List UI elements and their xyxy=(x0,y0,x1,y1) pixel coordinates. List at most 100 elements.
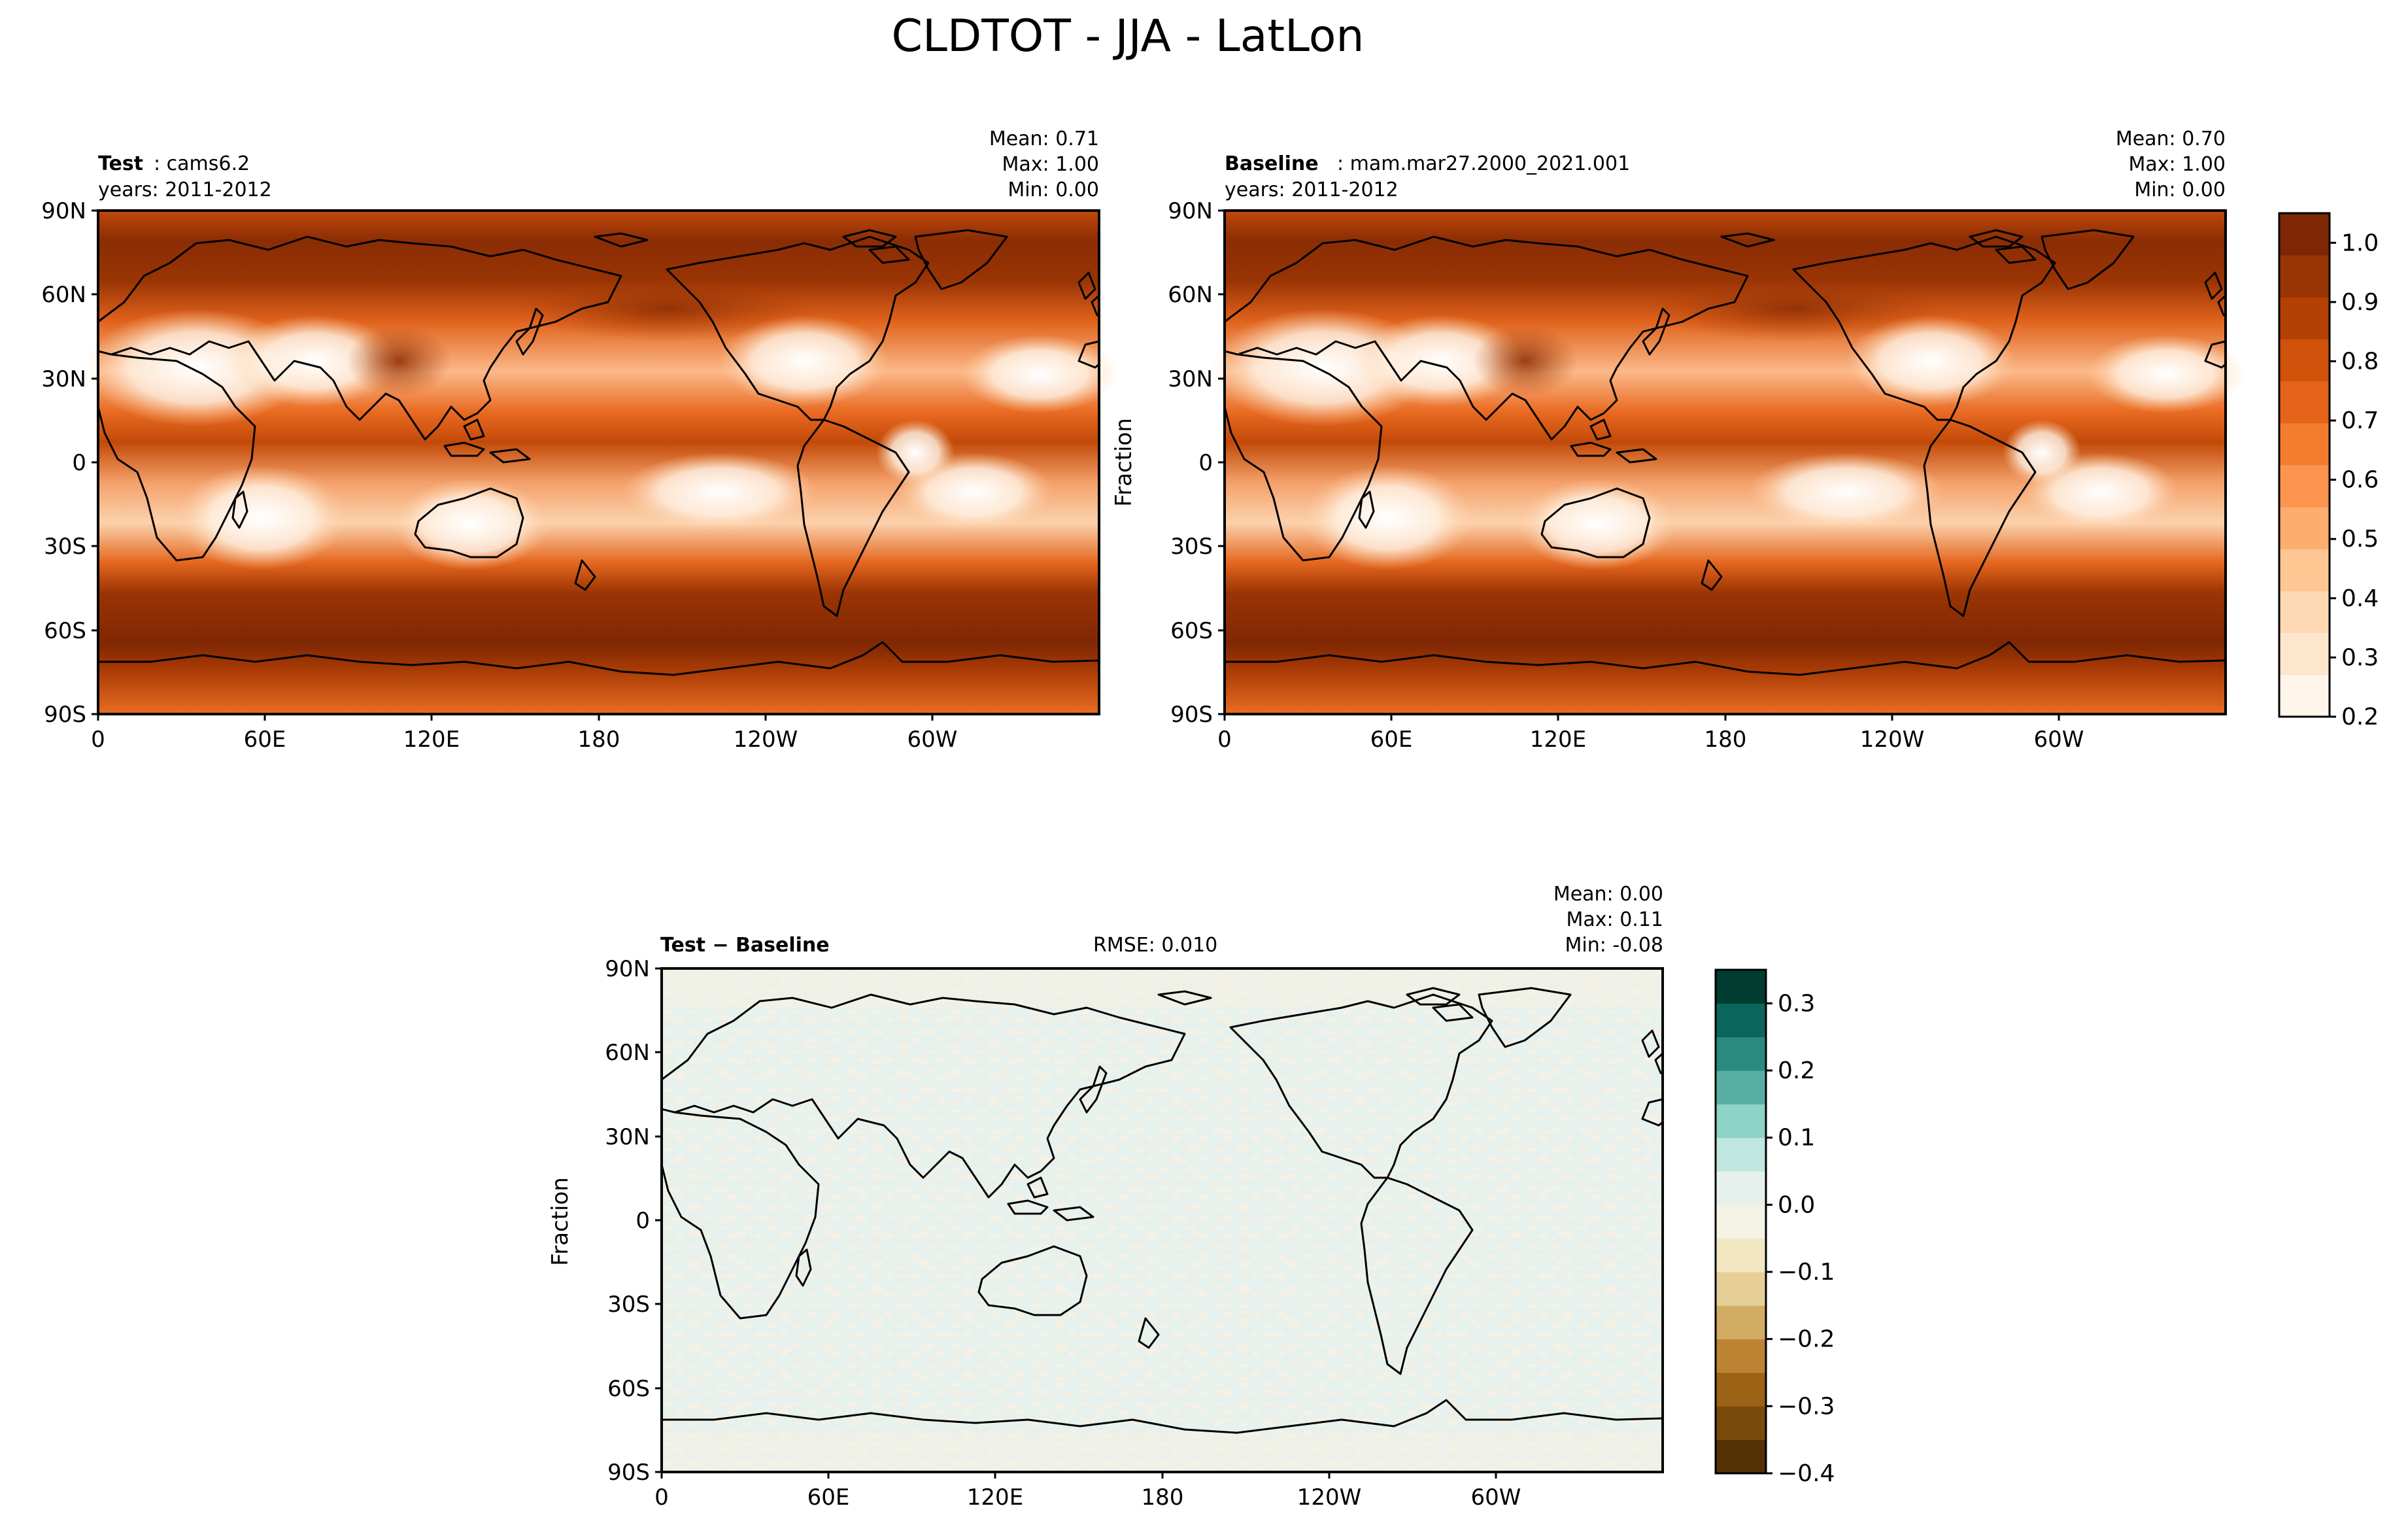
lat-tick-label: 30N xyxy=(41,366,86,392)
lat-tick-label: 60N xyxy=(605,1040,650,1066)
colorbar-swatch xyxy=(1716,1036,1766,1071)
lat-tick-label: 60S xyxy=(44,618,86,644)
figure-title: CLDTOT - JJA - LatLon xyxy=(892,10,1365,62)
panel-baseline-stat-max: Max: 1.00 xyxy=(2129,153,2226,176)
panel-test-stat-max: Max: 1.00 xyxy=(1002,153,1099,176)
colorbar-swatch xyxy=(2279,255,2330,298)
lat-tick-label: 30S xyxy=(44,534,86,560)
colorbar-swatch xyxy=(2279,507,2330,549)
colorbar-swatch xyxy=(2279,674,2330,717)
lon-tick-label: 120W xyxy=(1860,727,1925,753)
colorbar-tick-label: 0.7 xyxy=(2341,407,2379,434)
colorbar-tick-label: 0.5 xyxy=(2341,526,2379,553)
lat-tick-label: 90N xyxy=(1168,198,1213,224)
panel-diff-stat-max: Max: 0.11 xyxy=(1567,908,1663,931)
colorbar-swatch xyxy=(1716,1439,1766,1474)
colorbar-tick-label: 0.2 xyxy=(2341,704,2379,730)
colorbar-full-swatches xyxy=(2279,213,2330,717)
colorbar-tick-label: 0.1 xyxy=(1778,1125,1815,1152)
colorbar-swatch xyxy=(1716,1003,1766,1038)
lon-tick-label: 120E xyxy=(1530,727,1586,753)
panel-test-years: years: 2011-2012 xyxy=(98,179,272,201)
panel-test-stat-min: Min: 0.00 xyxy=(1008,179,1099,201)
lat-tick-label: 30N xyxy=(1168,366,1213,392)
lat-ticks-diff: 90N 60N 30N 0 30S 60S 90S xyxy=(605,956,662,1486)
colorbar-tick-label: 0.9 xyxy=(2341,289,2379,316)
lat-ticks-baseline: 90N 60N 30N 0 30S 60S 90S xyxy=(1168,198,1225,728)
colorbar-swatch xyxy=(1716,1373,1766,1407)
lon-tick-label: 120E xyxy=(403,727,460,753)
colorbar-tick-label: −0.4 xyxy=(1778,1460,1835,1487)
panel-diff-ylabel: Fraction xyxy=(547,1177,573,1266)
colorbar-tick-label: 0.4 xyxy=(2341,585,2379,612)
colorbar-swatch xyxy=(1716,1205,1766,1239)
panel-diff-stat-mean: Mean: 0.00 xyxy=(1553,883,1663,906)
lon-tick-label: 0 xyxy=(654,1484,669,1511)
colorbar-tick-label: 0.2 xyxy=(1778,1057,1815,1084)
lat-tick-label: 30S xyxy=(607,1292,650,1318)
panel-test-label-rest: : cams6.2 xyxy=(154,152,250,175)
lat-tick-label: 90N xyxy=(41,198,86,224)
colorbar-swatch xyxy=(2279,297,2330,339)
colorbar-swatch xyxy=(1716,1171,1766,1205)
map-diff xyxy=(660,967,1664,1473)
lon-tick-label: 120W xyxy=(1297,1484,1362,1511)
lat-tick-label: 90S xyxy=(1170,702,1213,728)
panel-baseline: Baseline : mam.mar27.2000_2021.001 years… xyxy=(1111,128,2245,753)
panel-baseline-years: years: 2011-2012 xyxy=(1225,179,1399,201)
lat-tick-label: 30S xyxy=(1170,534,1213,560)
panel-baseline-label-rest: : mam.mar27.2000_2021.001 xyxy=(1337,152,1630,175)
lon-tick-label: 60E xyxy=(244,727,286,753)
panel-diff-rmse: RMSE: 0.010 xyxy=(1093,934,1217,957)
colorbar-swatch xyxy=(1716,970,1766,1004)
lon-tick-label: 180 xyxy=(1142,1484,1184,1511)
colorbar-swatch xyxy=(2279,422,2330,466)
colorbar-swatch xyxy=(2279,632,2330,676)
panel-test-label-bold: Test xyxy=(98,152,143,175)
panel-baseline-label-bold: Baseline xyxy=(1225,152,1319,175)
map-baseline xyxy=(1212,209,2245,715)
colorbar-tick-label: 0.8 xyxy=(2341,348,2379,375)
colorbar-diff: 0.3 0.2 0.1 0.0 −0.1 −0.2 −0.3 −0.4 xyxy=(1714,968,1835,1487)
lon-ticks-test: 0 60E 120E 180 120W 60W xyxy=(91,714,957,753)
lon-tick-label: 60E xyxy=(807,1484,850,1511)
lat-tick-label: 30N xyxy=(605,1124,650,1150)
lat-tick-label: 60S xyxy=(607,1376,650,1402)
lon-tick-label: 180 xyxy=(578,727,620,753)
colorbar-full-ticks: 1.0 0.9 0.8 0.7 0.6 0.5 0.4 0.3 0.2 xyxy=(2330,230,2379,730)
lon-tick-label: 180 xyxy=(1704,727,1747,753)
lon-tick-label: 120W xyxy=(734,727,798,753)
lon-ticks-diff: 0 60E 120E 180 120W 60W xyxy=(654,1472,1521,1511)
colorbar-tick-label: 1.0 xyxy=(2341,230,2379,256)
panel-diff-stat-min: Min: -0.08 xyxy=(1565,934,1664,957)
lat-tick-label: 0 xyxy=(1198,450,1213,476)
lon-tick-label: 120E xyxy=(967,1484,1023,1511)
lon-tick-label: 60W xyxy=(1471,1484,1521,1511)
panel-baseline-stat-mean: Mean: 0.70 xyxy=(2116,128,2226,150)
colorbar-tick-label: 0.3 xyxy=(1778,990,1815,1017)
colorbar-tick-label: −0.3 xyxy=(1778,1393,1835,1420)
lat-tick-label: 60N xyxy=(41,282,86,308)
colorbar-tick-label: −0.2 xyxy=(1778,1326,1835,1353)
colorbar-swatch xyxy=(2279,381,2330,424)
colorbar-swatch xyxy=(2279,549,2330,591)
lon-tick-label: 60E xyxy=(1370,727,1413,753)
lat-tick-label: 0 xyxy=(72,450,86,476)
lon-ticks-baseline: 0 60E 120E 180 120W 60W xyxy=(1217,714,2084,753)
colorbar-swatch xyxy=(1716,1305,1766,1340)
lat-ticks-test: 90N 60N 30N 0 30S 60S 90S xyxy=(41,198,98,728)
panel-test: Test : cams6.2 years: 2011-2012 Mean: 0.… xyxy=(41,128,1118,753)
colorbar-swatch xyxy=(1716,1104,1766,1138)
colorbar-swatch xyxy=(2279,465,2330,507)
colorbar-swatch xyxy=(1716,1238,1766,1273)
colorbar-diff-swatches xyxy=(1716,970,1766,1474)
lat-tick-label: 90N xyxy=(605,956,650,982)
colorbar-tick-label: −0.1 xyxy=(1778,1259,1835,1286)
colorbar-diff-ticks: 0.3 0.2 0.1 0.0 −0.1 −0.2 −0.3 −0.4 xyxy=(1766,990,1835,1487)
colorbar-swatch xyxy=(1716,1070,1766,1104)
lat-tick-label: 90S xyxy=(607,1460,650,1486)
panel-diff: Test − Baseline RMSE: 0.010 Mean: 0.00 M… xyxy=(547,883,1664,1511)
lat-tick-label: 60N xyxy=(1168,282,1213,308)
colorbar-swatch xyxy=(2279,339,2330,382)
